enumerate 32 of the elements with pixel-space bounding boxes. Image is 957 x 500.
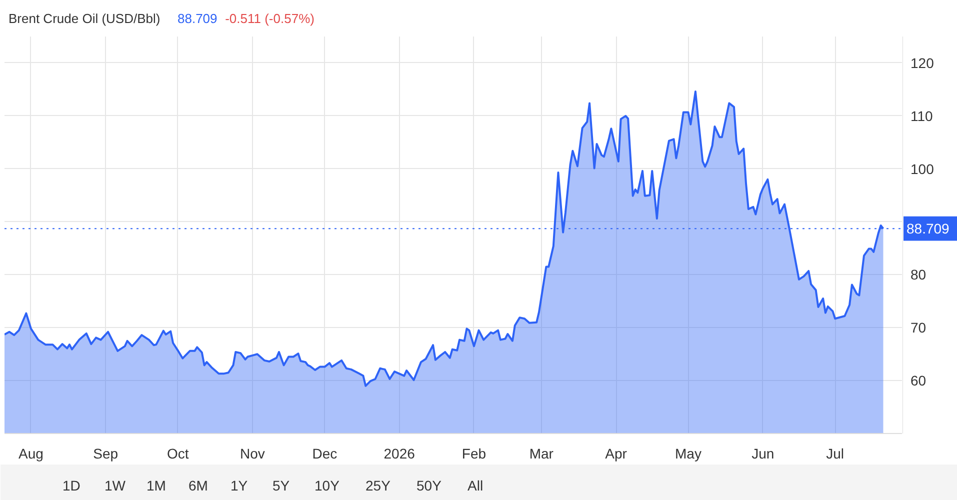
x-tick-label: May (675, 446, 702, 462)
y-tick-label: 70 (910, 320, 926, 336)
text: All (468, 478, 484, 494)
y-tick-label: 100 (910, 160, 934, 177)
x-tick-label: Oct (166, 446, 189, 462)
x-tick-label: Aug (18, 446, 44, 462)
text: 1M (146, 478, 166, 494)
text: 10Y (314, 478, 340, 494)
x-tick-label: Dec (312, 446, 338, 462)
y-tick-label: 80 (910, 266, 926, 283)
x-tick-label: Apr (605, 446, 628, 462)
x-tick-label: 2026 (384, 446, 416, 462)
text: 1W (104, 478, 126, 494)
text: 50Y (416, 478, 442, 494)
chart-title: Brent Crude Oil (USD/Bbl) (8, 11, 160, 26)
text: 25Y (366, 478, 392, 494)
x-tick-label: Sep (93, 446, 118, 462)
text: 6M (188, 478, 208, 494)
text: 1Y (230, 478, 248, 494)
x-tick-label: Jun (752, 446, 774, 462)
x-tick-label: Feb (462, 446, 486, 462)
text: 1D (62, 478, 80, 494)
y-tick-label: 60 (910, 372, 926, 389)
x-tick-label: Mar (529, 446, 554, 462)
y-tick-label: 110 (910, 108, 934, 124)
x-tick-label: Jul (826, 446, 844, 462)
text: -0.511 (-0.57%) (225, 11, 314, 26)
text: 88.709 (178, 11, 218, 26)
text: 5Y (272, 478, 290, 494)
ref-line-label: 88.709 (906, 220, 950, 237)
x-tick-label: Nov (240, 446, 265, 462)
y-tick-label: 120 (910, 54, 934, 71)
